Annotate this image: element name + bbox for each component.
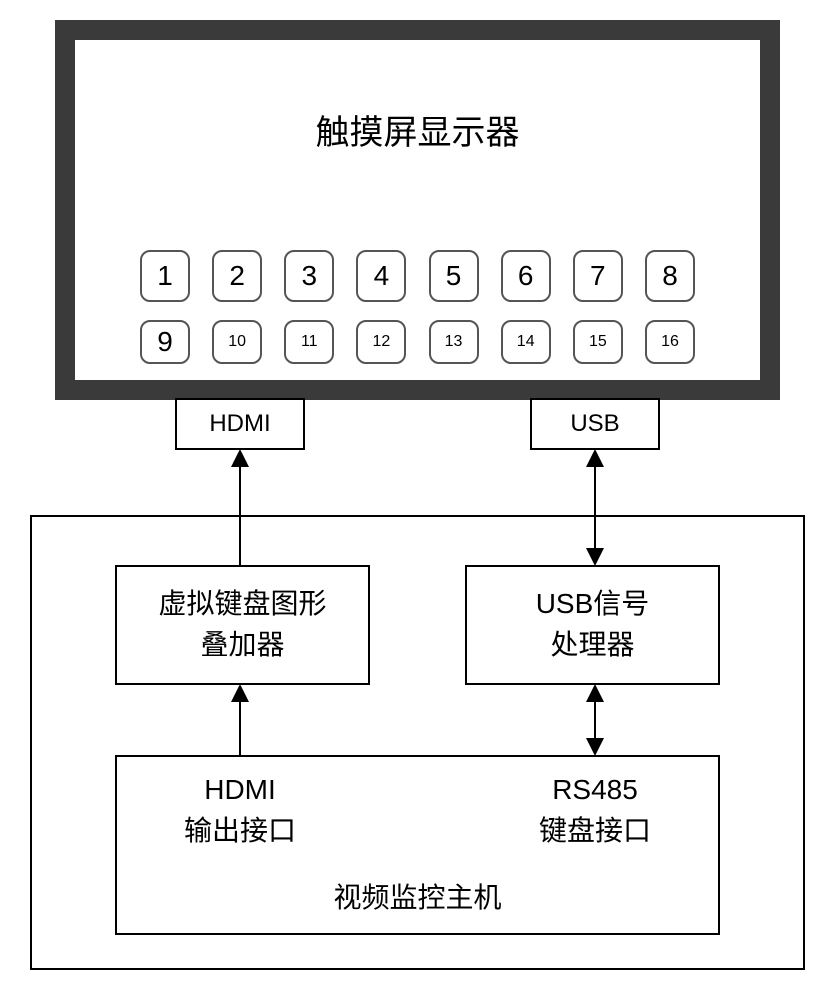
usb-port: USB bbox=[530, 398, 660, 450]
virtual-key: 12 bbox=[356, 320, 406, 364]
virtual-key: 15 bbox=[573, 320, 623, 364]
virtual-key: 3 bbox=[284, 250, 334, 302]
virtual-key: 7 bbox=[573, 250, 623, 302]
virtual-key: 9 bbox=[140, 320, 190, 364]
virtual-key: 6 bbox=[501, 250, 551, 302]
virtual-key: 4 bbox=[356, 250, 406, 302]
touchscreen-monitor: 触摸屏显示器 1 2 3 4 5 6 7 8 9 10 11 12 13 14 … bbox=[55, 20, 780, 400]
virtual-key: 13 bbox=[429, 320, 479, 364]
virtual-key: 11 bbox=[284, 320, 334, 364]
system-block-diagram: 触摸屏显示器 1 2 3 4 5 6 7 8 9 10 11 12 13 14 … bbox=[20, 20, 817, 980]
overlay-box-line2: 叠加器 bbox=[200, 625, 284, 666]
virtual-key: 8 bbox=[645, 250, 695, 302]
usb-port-label: USB bbox=[570, 410, 619, 438]
host-rs485-label: RS485 键盘接口 bbox=[510, 770, 680, 851]
virtual-key: 1 bbox=[140, 250, 190, 302]
host-title: 视频监控主机 bbox=[115, 878, 720, 919]
virtual-key-row-1: 1 2 3 4 5 6 7 8 bbox=[140, 250, 695, 302]
usb-proc-line2: 处理器 bbox=[550, 625, 634, 666]
usb-proc-line1: USB信号 bbox=[536, 584, 650, 625]
virtual-key-row-2: 9 10 11 12 13 14 15 16 bbox=[140, 320, 695, 364]
virtual-key: 14 bbox=[501, 320, 551, 364]
overlay-box-line1: 虚拟键盘图形 bbox=[158, 584, 326, 625]
usb-signal-processor-box: USB信号 处理器 bbox=[465, 565, 720, 685]
virtual-key: 16 bbox=[645, 320, 695, 364]
hdmi-port-label: HDMI bbox=[209, 410, 270, 438]
virtual-key: 2 bbox=[212, 250, 262, 302]
virtual-key: 5 bbox=[429, 250, 479, 302]
virtual-key: 10 bbox=[212, 320, 262, 364]
hdmi-port: HDMI bbox=[175, 398, 305, 450]
host-rs485-line2: 键盘接口 bbox=[510, 811, 680, 852]
monitor-title: 触摸屏显示器 bbox=[75, 105, 760, 154]
host-rs485-line1: RS485 bbox=[510, 770, 680, 811]
virtual-keyboard-overlay-box: 虚拟键盘图形 叠加器 bbox=[115, 565, 370, 685]
host-hdmi-line2: 输出接口 bbox=[165, 811, 315, 852]
host-hdmi-output-label: HDMI 输出接口 bbox=[165, 770, 315, 851]
host-hdmi-line1: HDMI bbox=[165, 770, 315, 811]
